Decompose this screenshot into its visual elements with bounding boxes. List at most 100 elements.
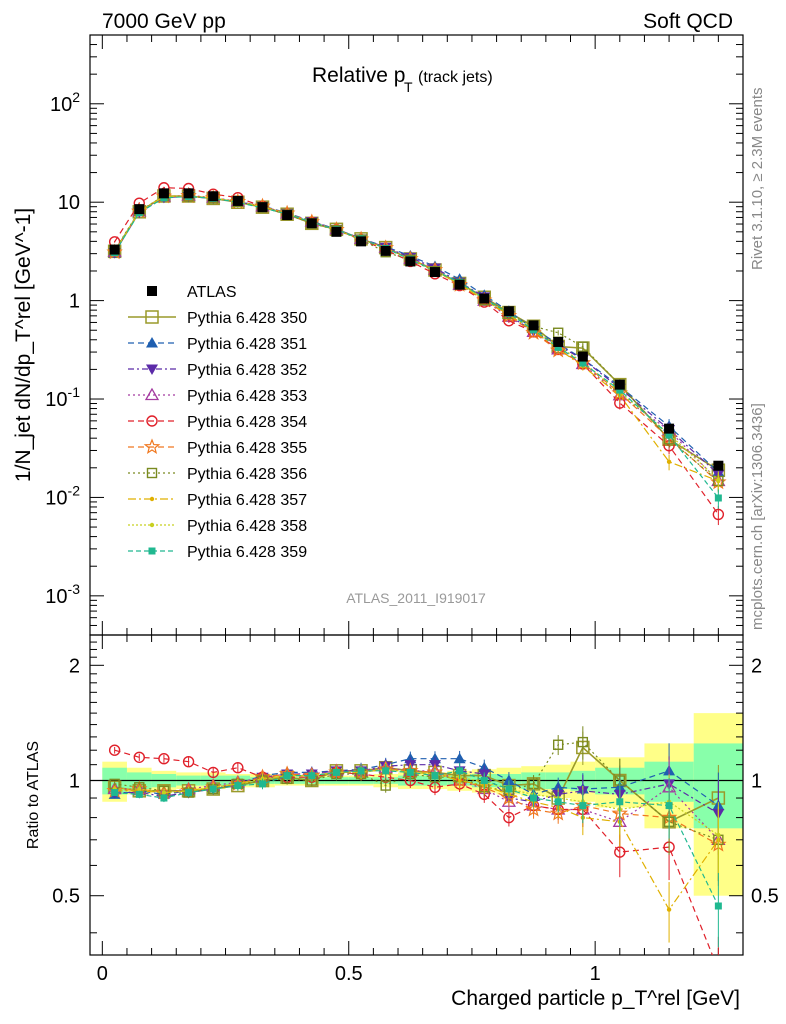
ratio-series-point: [713, 965, 723, 975]
ratio-tick-label-right: 0.5: [751, 886, 779, 908]
analysis-watermark: ATLAS_2011_I919017: [346, 590, 486, 606]
legend-marker: [148, 547, 156, 555]
ratio-series-point: [209, 785, 217, 793]
legend-label: Pythia 6.428 359: [187, 544, 307, 561]
atlas-point: [208, 191, 219, 202]
ratio-series-point: [502, 774, 515, 786]
ratio-series-point: [431, 772, 439, 780]
ratio-series-point: [665, 802, 673, 810]
ratio-series-point: [554, 798, 562, 806]
ratio-series-point: [382, 767, 390, 775]
series-point: [714, 494, 722, 502]
ratio-series-point: [577, 736, 589, 748]
legend-label: Pythia 6.428 353: [187, 388, 307, 405]
plot-title: Relative p T (track jets): [312, 64, 493, 95]
atlas-point: [109, 244, 120, 255]
atlas-point: [553, 336, 564, 347]
legend-entry: Pythia 6.428 353: [128, 387, 307, 405]
legend-marker: [146, 467, 158, 479]
ratio-series-point: [108, 744, 121, 756]
atlas-point: [614, 379, 625, 390]
legend-marker: [147, 286, 157, 296]
ratio-series-point: [453, 752, 466, 764]
ratio-tick-label-right: 2: [751, 655, 762, 677]
atlas-point: [134, 204, 145, 215]
legend-marker: [146, 415, 158, 427]
x-tick-label: 0: [97, 963, 108, 985]
legend-marker: [146, 364, 158, 375]
ratio-series-point: [579, 802, 587, 810]
atlas-point: [257, 202, 268, 213]
ratio-tick-label: 0.5: [52, 886, 80, 908]
ratio-uncertainty-bands: [102, 713, 743, 896]
y-tick-label: 10: [58, 192, 80, 214]
ratio-series-point: [207, 766, 219, 779]
x-axis-label: Charged particle p_T^rel [GeV]: [451, 987, 740, 1010]
ratio-ylabel: Ratio to ATLAS: [25, 741, 42, 849]
legend-entry: Pythia 6.428 358: [128, 518, 307, 535]
legend-label: Pythia 6.428 354: [187, 414, 307, 431]
atlas-point: [405, 256, 416, 267]
atlas-point: [183, 188, 194, 199]
series-point: [549, 341, 567, 358]
legend-entry: Pythia 6.428 354: [128, 414, 307, 431]
atlas-point: [331, 226, 342, 237]
legend-label: ATLAS: [187, 284, 237, 301]
ratio-series-point: [505, 785, 513, 793]
atlas-point: [380, 245, 391, 256]
ratio-series-point: [160, 794, 168, 802]
series-point: [554, 343, 562, 351]
title-extra: (track jets): [418, 69, 493, 86]
ratio-series-line: [114, 764, 719, 815]
atlas-point: [713, 460, 724, 471]
legend-entry: Pythia 6.428 352: [128, 362, 307, 379]
ratio-series-line: [114, 749, 714, 955]
top-ylabel: 1/N_jet dN/dp_T^rel [GeV^-1]: [12, 208, 35, 482]
ratio-series-point: [234, 782, 242, 790]
atlas-point: [528, 320, 539, 331]
series-point: [579, 359, 587, 367]
atlas-point: [479, 293, 490, 304]
rivet-label: Rivet 3.1.10, ≥ 2.3M events: [749, 88, 766, 271]
ratio-series-point: [111, 789, 119, 797]
header-right-label: Soft QCD: [643, 10, 733, 33]
legend-entry: ATLAS: [147, 284, 237, 301]
ratio-series-point: [714, 902, 722, 910]
x-tick-label: 0.5: [335, 963, 363, 985]
legend-label: Pythia 6.428 352: [187, 362, 307, 379]
legend-label: Pythia 6.428 356: [187, 466, 307, 483]
atlas-point: [577, 351, 588, 362]
y-tick-label: 1: [69, 291, 80, 313]
ratio-plot-frame: [89, 634, 744, 956]
title-main: Relative p: [312, 64, 405, 87]
ratio-tick-label: 1: [69, 771, 80, 793]
ratio-series-point: [380, 780, 391, 791]
ratio-series-point: [182, 755, 195, 768]
atlas-point: [306, 218, 317, 229]
x-tick-label: 1: [590, 963, 601, 985]
series-line: [114, 195, 719, 473]
legend-marker: [146, 337, 158, 348]
legend-entry: Pythia 6.428 359: [128, 544, 307, 561]
series-point: [712, 508, 725, 521]
atlas-point: [664, 423, 675, 434]
ratio-series-point: [525, 800, 542, 817]
legend: ATLAS Pythia 6.428 350 Pythia 6.428 351 Pyt…: [128, 284, 307, 561]
y-tick-label: 10-3: [45, 581, 80, 608]
ratio-series-point: [503, 811, 515, 824]
atlas-point: [158, 188, 169, 199]
legend-label: Pythia 6.428 351: [187, 336, 307, 353]
ratio-series-point: [232, 762, 244, 774]
ratio-series-point: [258, 780, 266, 788]
header-left-label: 7000 GeV pp: [102, 10, 226, 33]
atlas-point: [282, 210, 293, 221]
ratio-series-point: [666, 907, 672, 912]
legend-marker: [149, 496, 155, 502]
ratio-series-point: [614, 846, 626, 858]
ratio-series-point: [308, 772, 316, 780]
ratio-series-point: [185, 789, 193, 797]
top-plot-series: [106, 182, 727, 526]
legend-entry: Pythia 6.428 350: [128, 310, 307, 327]
atlas-point: [429, 267, 440, 278]
legend-marker: [145, 310, 159, 324]
